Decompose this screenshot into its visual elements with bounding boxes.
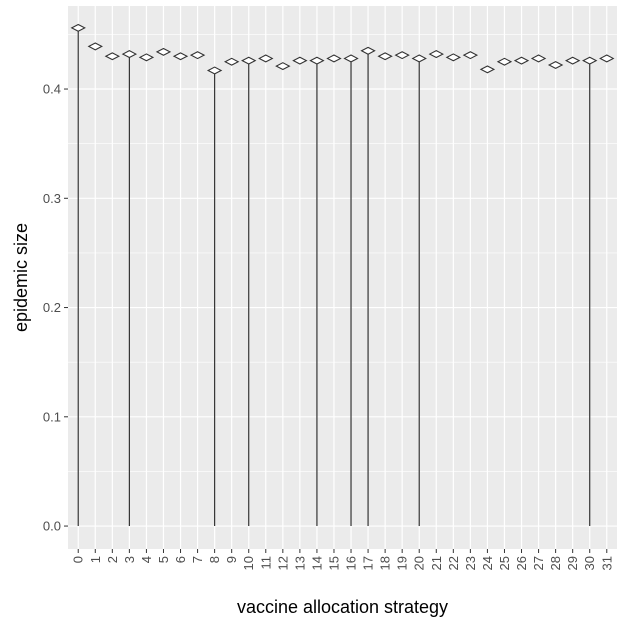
x-tick-label: 16 [344, 556, 359, 570]
x-tick-label: 6 [173, 556, 188, 563]
error-bars [77, 27, 591, 527]
x-tick-label: 27 [531, 556, 546, 570]
x-tick-label: 8 [207, 556, 222, 563]
x-tick-label: 5 [156, 556, 171, 563]
x-tick-label: 21 [429, 556, 444, 570]
x-tick-label: 13 [292, 556, 307, 570]
y-axis-title: epidemic size [11, 223, 31, 332]
data-point [121, 50, 138, 59]
x-tick-label: 26 [514, 556, 529, 570]
y-tick-label: 0.1 [43, 409, 61, 424]
y-tick-label: 0.4 [43, 82, 61, 97]
data-point [582, 56, 598, 65]
data-point [599, 54, 615, 63]
data-point [462, 51, 479, 60]
x-axis: 0 1 2 3 4 5 6 7 8 9 10 11 12 13 14 15 16 17 18 19 20 21 22 23 24… [71, 549, 614, 570]
data-point [326, 54, 342, 63]
x-tick-label: 3 [122, 556, 137, 563]
x-tick-label: 19 [395, 556, 410, 570]
data-point [241, 56, 257, 65]
data-points [70, 23, 615, 75]
data-point [547, 60, 564, 70]
data-point [411, 54, 427, 63]
x-tick-label: 2 [105, 556, 120, 563]
data-point [496, 57, 513, 66]
data-point [104, 52, 121, 61]
x-tick-label: 15 [326, 556, 341, 570]
data-point [530, 54, 547, 63]
x-tick-label: 30 [582, 556, 597, 570]
x-tick-label: 22 [446, 556, 461, 570]
x-axis-title: vaccine allocation strategy [237, 597, 448, 617]
data-point [377, 52, 393, 61]
data-point [479, 65, 496, 74]
data-point [155, 47, 172, 56]
x-tick-label: 4 [139, 556, 154, 563]
y-tick-label: 0.3 [43, 191, 61, 206]
data-point [309, 56, 325, 65]
y-tick-label: 0.2 [43, 300, 61, 315]
data-point [292, 56, 308, 65]
data-point [564, 56, 581, 65]
data-point [275, 62, 291, 71]
data-point [258, 54, 274, 63]
x-tick-label: 17 [361, 556, 376, 570]
data-point [70, 23, 86, 32]
data-point [87, 42, 103, 51]
x-tick-label: 10 [241, 556, 256, 570]
x-tick-label: 31 [599, 556, 614, 570]
data-point [445, 53, 462, 62]
x-tick-label: 29 [565, 556, 580, 570]
x-tick-label: 11 [258, 556, 273, 570]
x-tick-label: 12 [275, 556, 290, 570]
x-tick-label: 28 [548, 556, 563, 570]
data-point [206, 66, 223, 75]
y-tick-label: 0.0 [43, 519, 61, 534]
data-point [189, 51, 206, 60]
data-point [343, 54, 359, 63]
x-tick-label: 24 [480, 556, 495, 570]
data-point [360, 46, 376, 55]
y-axis: 0.0 0.1 0.2 0.3 0.4 [43, 82, 68, 534]
data-point [394, 51, 410, 60]
data-point [223, 57, 240, 66]
plot-panel [68, 6, 617, 549]
x-tick-label: 23 [463, 556, 478, 570]
x-tick-label: 20 [412, 556, 427, 570]
x-tick-label: 14 [309, 556, 324, 570]
data-point [172, 52, 189, 61]
x-tick-label: 25 [497, 556, 512, 570]
x-tick-label: 1 [88, 556, 103, 563]
data-point [513, 56, 530, 65]
x-tick-label: 7 [190, 556, 205, 563]
minor-gridlines [68, 34, 617, 472]
data-point [138, 53, 155, 62]
data-point [428, 50, 444, 59]
x-tick-label: 9 [224, 556, 239, 563]
x-tick-label: 18 [378, 556, 393, 570]
x-tick-label: 0 [71, 556, 86, 563]
